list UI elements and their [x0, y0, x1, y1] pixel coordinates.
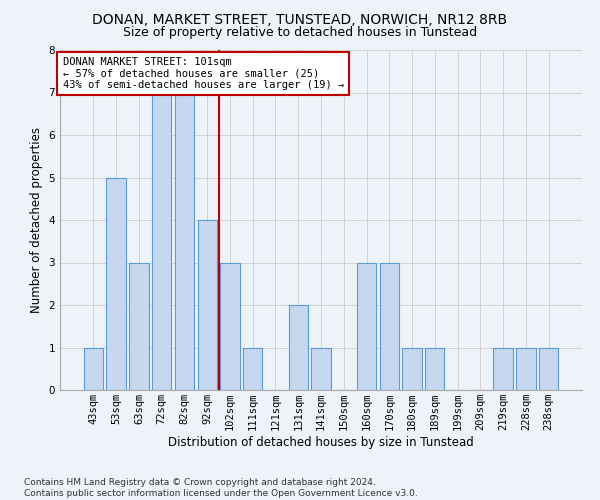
Bar [129, 262, 149, 390]
Text: DONAN MARKET STREET: 101sqm
← 57% of detached houses are smaller (25)
43% of sem: DONAN MARKET STREET: 101sqm ← 57% of det… [62, 57, 344, 90]
Bar [539, 348, 558, 390]
Bar [425, 348, 445, 390]
Bar [493, 348, 513, 390]
Bar [175, 92, 194, 390]
Bar [106, 178, 126, 390]
X-axis label: Distribution of detached houses by size in Tunstead: Distribution of detached houses by size … [168, 436, 474, 449]
Text: Contains HM Land Registry data © Crown copyright and database right 2024.
Contai: Contains HM Land Registry data © Crown c… [24, 478, 418, 498]
Bar [84, 348, 103, 390]
Bar [289, 305, 308, 390]
Bar [311, 348, 331, 390]
Text: DONAN, MARKET STREET, TUNSTEAD, NORWICH, NR12 8RB: DONAN, MARKET STREET, TUNSTEAD, NORWICH,… [92, 12, 508, 26]
Bar [516, 348, 536, 390]
Bar [243, 348, 262, 390]
Bar [152, 92, 172, 390]
Y-axis label: Number of detached properties: Number of detached properties [30, 127, 43, 313]
Text: Size of property relative to detached houses in Tunstead: Size of property relative to detached ho… [123, 26, 477, 39]
Bar [357, 262, 376, 390]
Bar [197, 220, 217, 390]
Bar [220, 262, 239, 390]
Bar [403, 348, 422, 390]
Bar [380, 262, 399, 390]
